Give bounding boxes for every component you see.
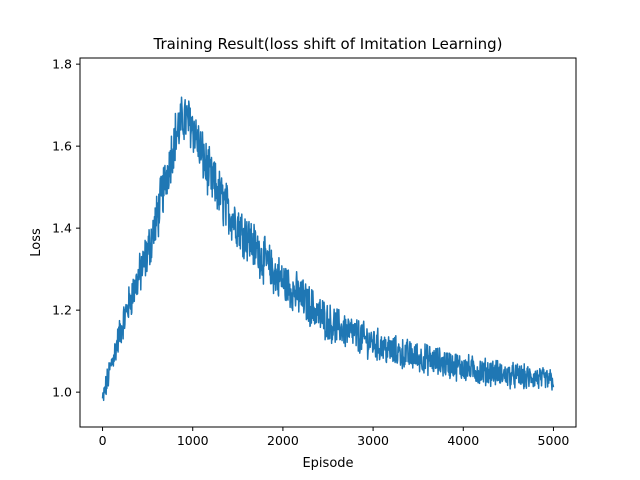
x-axis-ticks: 0 1000 2000 3000 4000 5000 <box>99 427 570 448</box>
x-tick-label: 4000 <box>447 433 479 448</box>
y-tick-label: 1.2 <box>52 303 72 318</box>
x-tick-label: 3000 <box>357 433 389 448</box>
x-tick-label: 5000 <box>538 433 570 448</box>
x-axis-label: Episode <box>302 456 353 471</box>
y-tick-label: 1.6 <box>52 139 72 154</box>
y-tick-label: 1.4 <box>52 221 72 236</box>
plot-frame <box>79 57 577 428</box>
y-axis-label: Loss <box>29 228 44 257</box>
y-tick-label: 1.0 <box>52 385 72 400</box>
x-tick-label: 0 <box>99 433 107 448</box>
y-axis-ticks: 1.0 1.2 1.4 1.6 1.8 <box>52 57 80 400</box>
plot-content <box>101 96 555 402</box>
x-tick-label: 1000 <box>177 433 209 448</box>
chart-title: Training Result(loss shift of Imitation … <box>152 35 502 53</box>
x-tick-label: 2000 <box>267 433 299 448</box>
loss-series-line <box>101 96 555 402</box>
y-tick-label: 1.8 <box>52 57 72 72</box>
